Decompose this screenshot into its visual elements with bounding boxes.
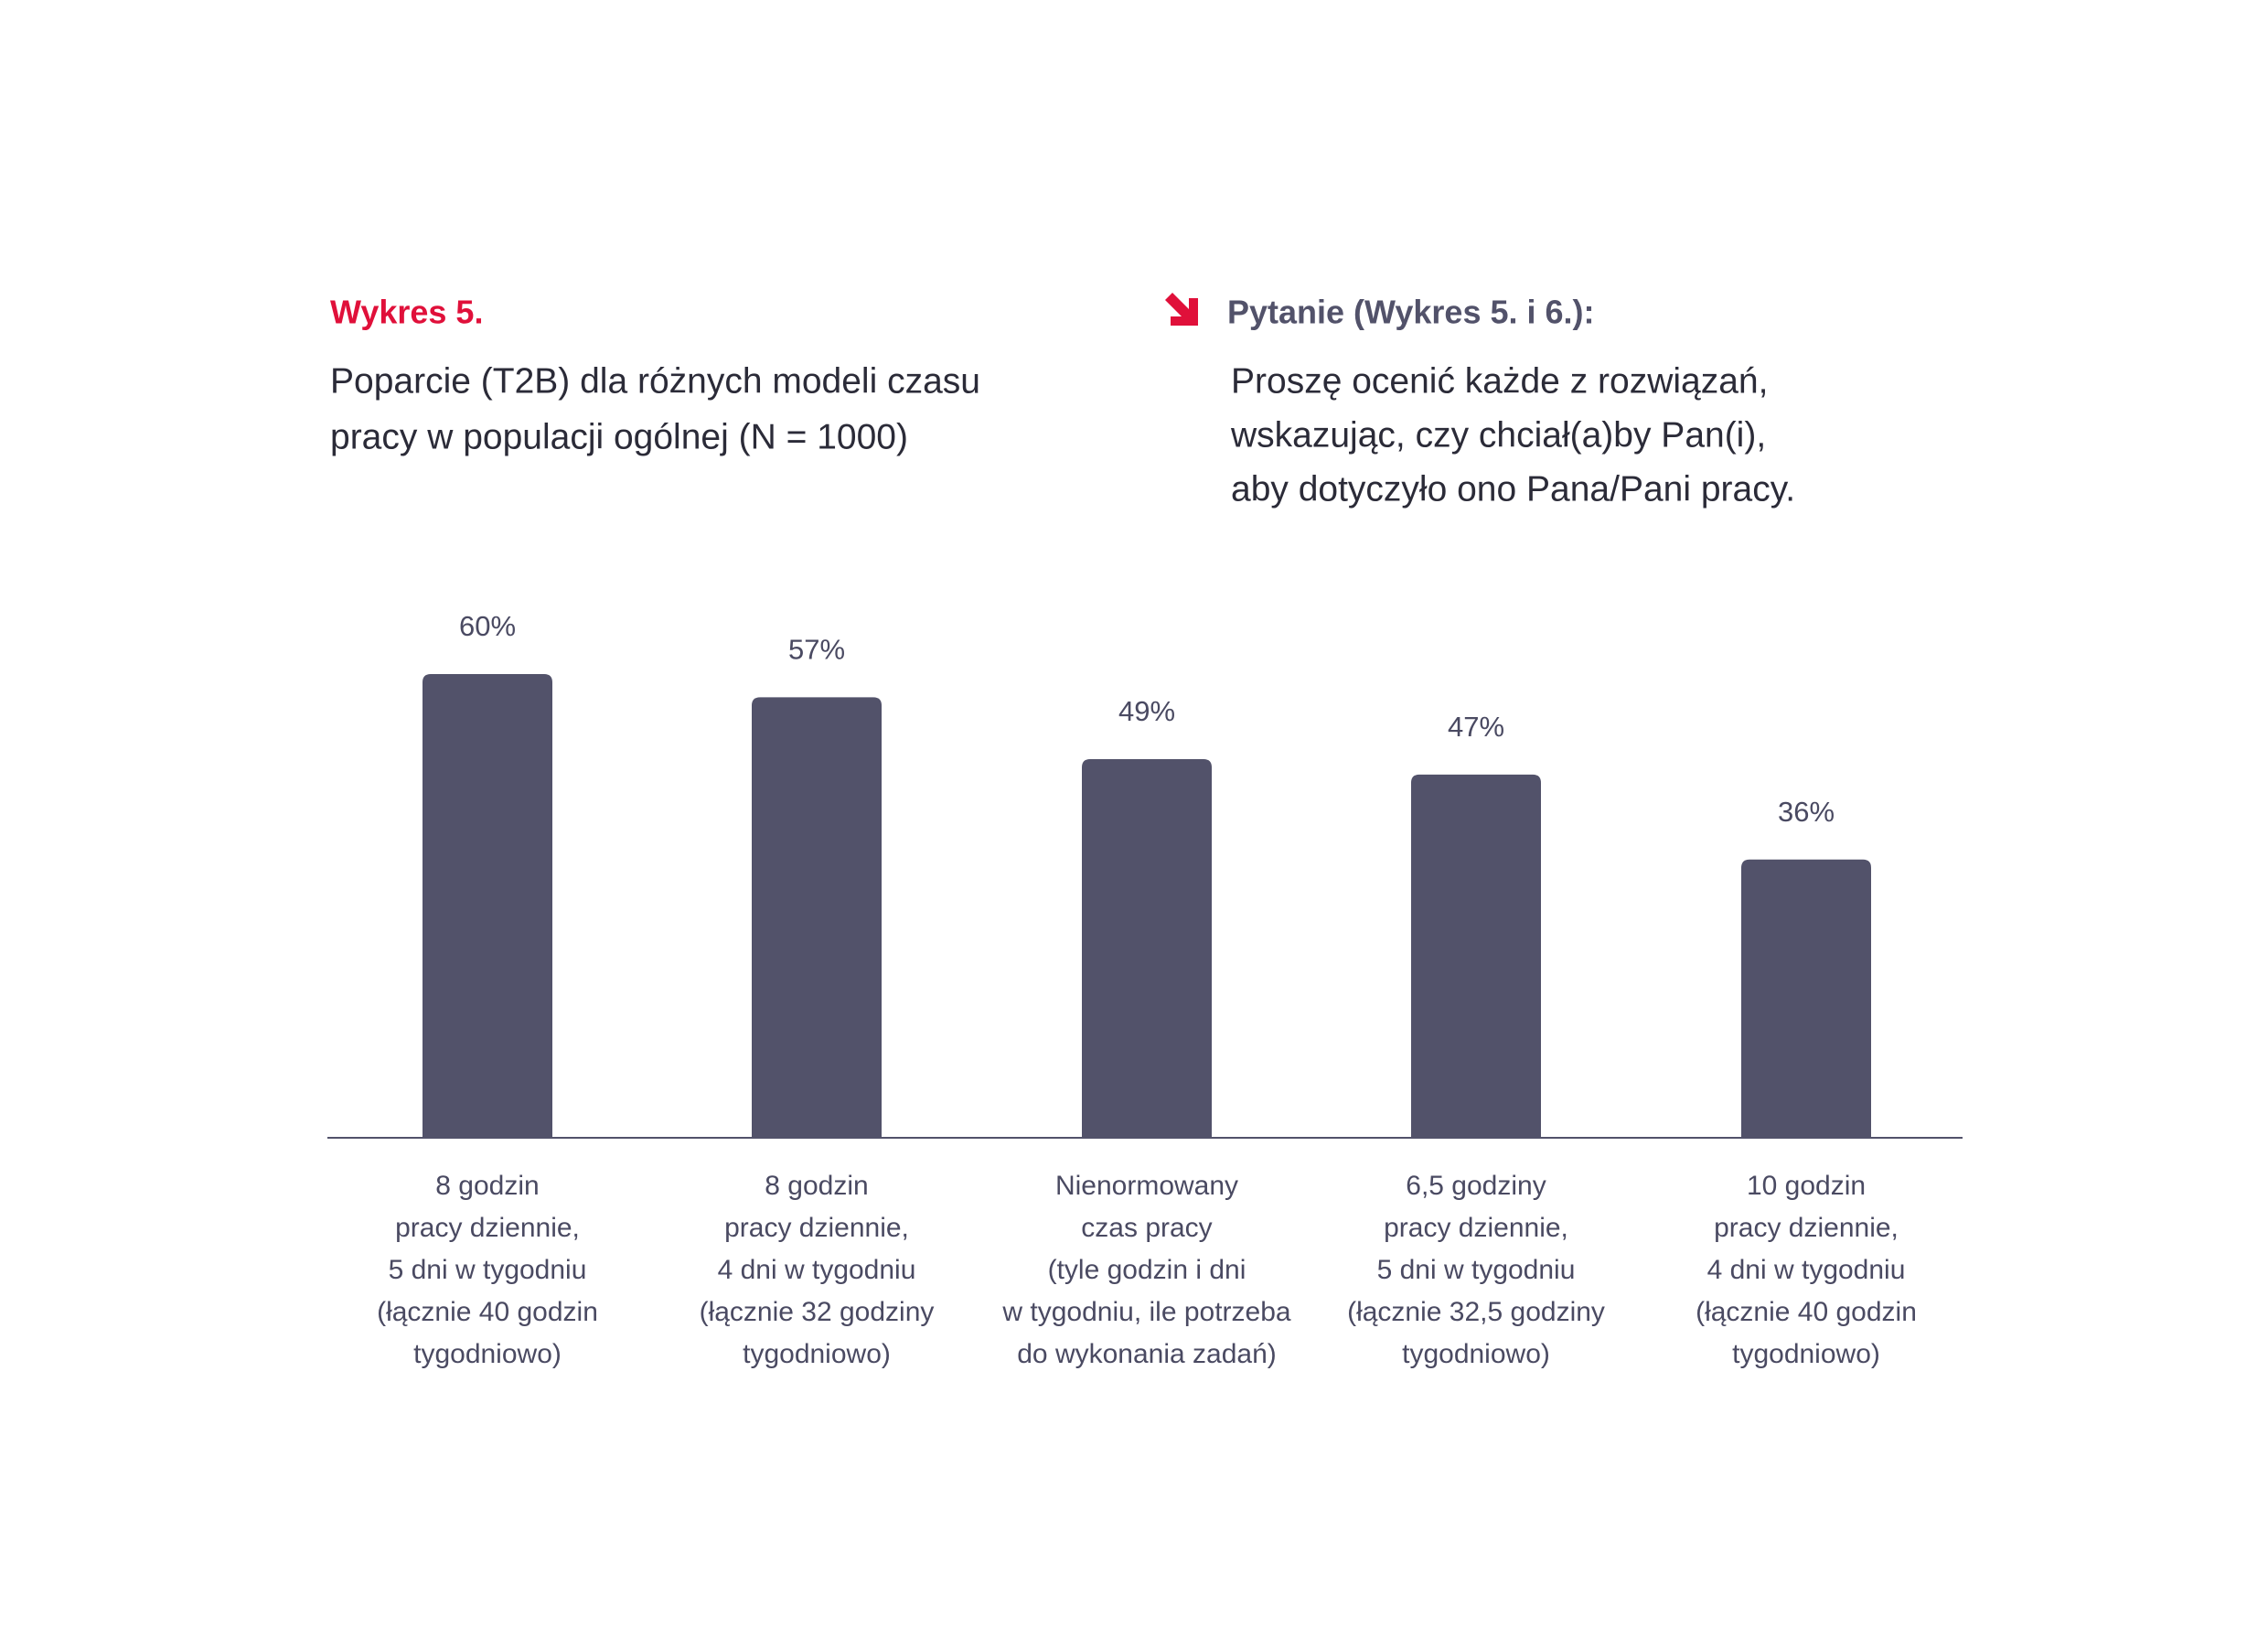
question-line: aby dotyczyło ono Pana/Pani pracy. <box>1231 469 1795 509</box>
value-label: 49% <box>1118 695 1175 727</box>
arrow-icon <box>1165 293 1198 326</box>
subtitle-line: pracy w populacji ogólnej (N = 1000) <box>330 417 908 456</box>
x-tick-label: pracy dziennie, <box>1714 1213 1899 1243</box>
value-label: 47% <box>1448 711 1504 743</box>
x-tick-label: (łącznie 40 godzin <box>377 1297 598 1327</box>
question-title: Pytanie (Wykres 5. i 6.): <box>1227 294 1595 331</box>
bar <box>423 674 552 1138</box>
x-tick-label: czas pracy <box>1081 1213 1212 1243</box>
subtitle-line: Poparcie (T2B) dla różnych modeli czasu <box>330 361 980 401</box>
bar <box>1411 774 1541 1138</box>
bar <box>752 697 882 1138</box>
value-label: 36% <box>1778 796 1835 828</box>
question-line: wskazując, czy chciał(a)by Pan(i), <box>1230 415 1766 455</box>
x-tick-label: tygodniowo) <box>1732 1339 1880 1369</box>
x-tick-label: w tygodniu, ile potrzeba <box>1001 1297 1291 1327</box>
x-tick-label: 4 dni w tygodniu <box>718 1255 916 1285</box>
x-tick-label: tygodniowo) <box>743 1339 891 1369</box>
x-tick-label: (tyle godzin i dni <box>1048 1255 1246 1285</box>
question-line: Proszę ocenić każde z rozwiązań, <box>1231 361 1768 401</box>
x-tick-label: 8 godzin <box>765 1171 868 1201</box>
x-tick-label: tygodniowo) <box>413 1339 562 1369</box>
bar <box>1741 859 1871 1138</box>
x-tick-label: pracy dziennie, <box>395 1213 580 1243</box>
value-label: 60% <box>459 610 516 642</box>
value-label: 57% <box>788 634 845 666</box>
x-tick-label: 5 dni w tygodniu <box>1377 1255 1576 1285</box>
x-tick-label: pracy dziennie, <box>1384 1213 1568 1243</box>
bar <box>1082 758 1212 1138</box>
x-tick-label: 8 godzin <box>435 1171 539 1201</box>
x-tick-label: tygodniowo) <box>1402 1339 1550 1369</box>
x-tick-label: pracy dziennie, <box>724 1213 909 1243</box>
x-tick-label: Nienormowany <box>1055 1171 1238 1201</box>
chart-title: Wykres 5. <box>330 294 483 331</box>
x-tick-label: 5 dni w tygodniu <box>389 1255 587 1285</box>
x-tick-label: 10 godzin <box>1747 1171 1866 1201</box>
x-tick-label: (łącznie 32,5 godziny <box>1347 1297 1605 1327</box>
x-tick-label: do wykonania zadań) <box>1017 1339 1277 1369</box>
x-tick-label: 6,5 godziny <box>1406 1171 1546 1201</box>
x-tick-label: 4 dni w tygodniu <box>1707 1255 1906 1285</box>
x-tick-label: (łącznie 40 godzin <box>1696 1297 1917 1327</box>
x-tick-label: (łącznie 32 godziny <box>700 1297 935 1327</box>
